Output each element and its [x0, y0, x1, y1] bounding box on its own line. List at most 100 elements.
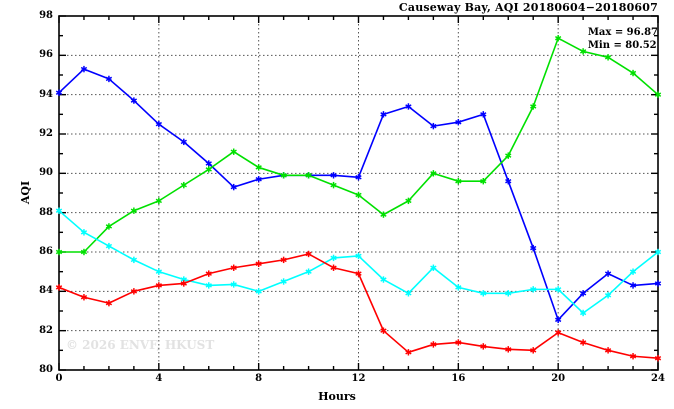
- data-point: [80, 65, 88, 73]
- data-point: [579, 48, 587, 55]
- data-point: [555, 329, 562, 336]
- data-point: [205, 270, 212, 277]
- data-point: [430, 341, 437, 348]
- data-point: [230, 148, 237, 155]
- y-tick-label-80: 80: [39, 364, 53, 375]
- data-point: [205, 166, 212, 173]
- x-tick-label-16: 16: [451, 373, 466, 384]
- data-point: [629, 268, 637, 275]
- data-point: [105, 299, 113, 307]
- data-point: [555, 316, 562, 324]
- min-label: Min = 80.52: [587, 40, 657, 51]
- data-point: [280, 256, 287, 264]
- data-point: [555, 35, 562, 42]
- x-tick-label-12: 12: [351, 373, 366, 384]
- data-point: [105, 223, 113, 230]
- data-point: [629, 69, 637, 77]
- data-point: [480, 178, 487, 185]
- chart-title: Causeway Bay, AQI 20180604−20180607: [398, 1, 658, 14]
- y-tick-label-90: 90: [39, 167, 53, 179]
- data-point: [480, 111, 487, 118]
- x-tick-label-8: 8: [255, 373, 263, 384]
- data-point: [155, 197, 162, 205]
- data-point: [355, 252, 362, 260]
- data-point: [55, 284, 63, 291]
- data-point: [80, 248, 88, 256]
- data-point: [530, 103, 537, 110]
- data-point: [130, 256, 138, 264]
- data-point: [430, 122, 437, 130]
- data-point: [330, 181, 337, 189]
- series-line: [58, 253, 659, 359]
- data-point: [654, 248, 662, 256]
- data-point: [330, 172, 337, 179]
- data-point: [155, 120, 162, 128]
- data-point: [255, 164, 262, 171]
- data-series-20180605: [55, 35, 662, 256]
- y-tick-label-96: 96: [39, 49, 53, 61]
- data-point: [130, 207, 138, 214]
- y-tick-label-92: 92: [39, 128, 53, 139]
- data-point: [405, 197, 412, 205]
- data-point: [355, 174, 362, 181]
- x-tick-label-20: 20: [551, 373, 566, 384]
- data-point: [405, 103, 412, 110]
- data-point: [604, 54, 612, 61]
- y-tick-label-84: 84: [39, 285, 53, 297]
- data-point: [654, 91, 662, 98]
- data-point: [530, 347, 537, 354]
- data-point: [255, 260, 262, 267]
- data-point: [604, 347, 612, 354]
- data-point: [654, 280, 662, 287]
- y-tick-label-98: 98: [39, 10, 53, 21]
- data-point: [430, 264, 437, 271]
- data-point: [480, 343, 487, 350]
- x-axis-label: Hours: [318, 390, 356, 403]
- data-point: [579, 309, 587, 317]
- data-point: [530, 244, 537, 252]
- data-point: [654, 355, 662, 362]
- data-point: [55, 89, 63, 96]
- data-point: [330, 254, 337, 262]
- x-tick-label-24: 24: [651, 373, 665, 384]
- x-tick-label-4: 4: [155, 373, 163, 384]
- data-point: [455, 284, 462, 291]
- data-point: [230, 281, 237, 288]
- data-point: [80, 294, 88, 301]
- data-series-20180607: [55, 250, 662, 362]
- data-point: [330, 264, 337, 271]
- data-point: [55, 248, 63, 256]
- data-point: [305, 268, 312, 275]
- data-point: [629, 353, 637, 360]
- data-point: [355, 270, 362, 277]
- data-point: [405, 290, 412, 297]
- data-point: [105, 75, 113, 83]
- data-point: [255, 176, 262, 183]
- data-point: [530, 286, 537, 293]
- data-point: [480, 290, 487, 297]
- data-point: [255, 288, 262, 295]
- data-series-20180604: [55, 65, 662, 324]
- data-point: [205, 160, 212, 167]
- data-point: [455, 178, 462, 185]
- data-point: [455, 119, 462, 126]
- data-point: [380, 276, 387, 283]
- data-point: [430, 170, 437, 177]
- x-tick-label-0: 0: [55, 373, 63, 384]
- data-point: [105, 242, 113, 250]
- data-point: [505, 346, 512, 353]
- data-point: [380, 327, 387, 334]
- y-tick-label-82: 82: [39, 324, 53, 336]
- series-line: [58, 210, 659, 314]
- data-point: [205, 282, 212, 289]
- y-tick-label-94: 94: [39, 88, 53, 100]
- data-point: [405, 349, 412, 356]
- data-point: [130, 288, 138, 295]
- data-point: [280, 172, 287, 179]
- stats-annotation: Max = 96.87 Min = 80.52: [588, 26, 658, 52]
- data-point: [155, 268, 162, 275]
- data-point: [505, 178, 512, 185]
- data-point: [579, 339, 587, 346]
